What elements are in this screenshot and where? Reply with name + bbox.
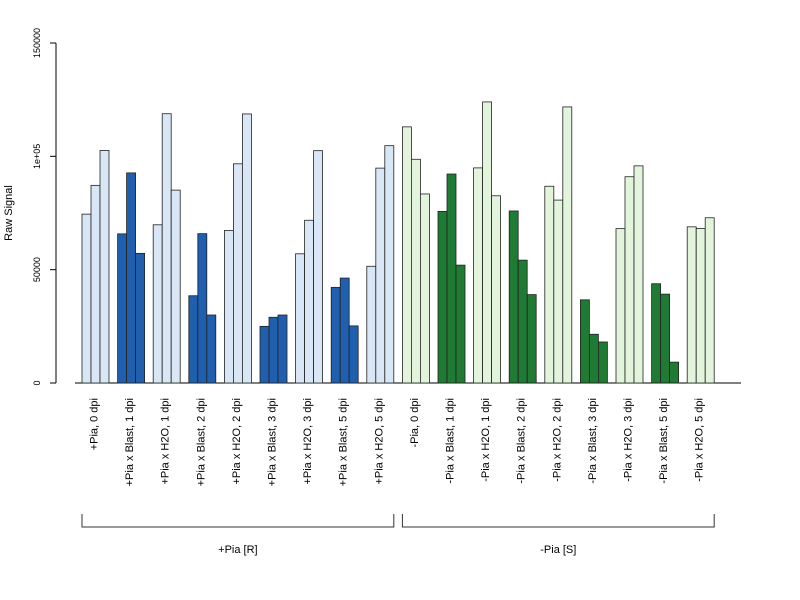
x-category-label: -Pia, 0 dpi (409, 398, 421, 448)
bar (562, 106, 573, 384)
bar (295, 253, 306, 384)
bar (206, 314, 217, 384)
bar (330, 286, 341, 384)
bar (615, 228, 626, 384)
x-category-label: -Pia x H2O, 3 dpi (623, 398, 635, 482)
y-tick-label: 50000 (32, 257, 42, 282)
bar (633, 165, 644, 384)
bar (526, 294, 537, 384)
group-label: -Pia [S] (540, 544, 576, 556)
bar (669, 361, 679, 384)
x-category-label: +Pia x Blast, 3 dpi (267, 398, 279, 486)
x-category-label: -Pia x Blast, 5 dpi (658, 398, 670, 484)
y-tick-label: 150000 (32, 28, 42, 58)
bar (304, 219, 315, 384)
bar (366, 265, 377, 384)
bar (268, 316, 279, 384)
bar (339, 277, 350, 384)
y-tick-label: 1e+05 (32, 144, 42, 169)
bar (99, 150, 110, 384)
bar (197, 233, 208, 384)
bar (517, 259, 528, 384)
bar (161, 113, 172, 384)
x-category-label: +Pia x Blast, 5 dpi (338, 398, 350, 486)
bar (598, 341, 608, 384)
x-category-label: -Pia x H2O, 2 dpi (551, 398, 563, 482)
bar (473, 167, 484, 384)
bar (241, 113, 252, 384)
x-category-label: +Pia x H2O, 5 dpi (373, 398, 385, 485)
x-category-label: -Pia x H2O, 5 dpi (694, 398, 706, 482)
bar (437, 211, 448, 384)
bar (135, 252, 146, 384)
x-category-label: +Pia x H2O, 2 dpi (231, 398, 243, 485)
bar (544, 185, 555, 384)
bar (375, 167, 386, 384)
group-label: +Pia [R] (218, 544, 257, 556)
group-bracket (81, 514, 395, 528)
bar (313, 150, 324, 384)
bar (482, 101, 493, 384)
x-category-label: -Pia x Blast, 2 dpi (516, 398, 528, 484)
bar (491, 195, 502, 384)
bar (446, 173, 457, 384)
bar (660, 293, 670, 384)
bar (170, 189, 181, 384)
bar (410, 158, 421, 384)
x-category-label: -Pia x Blast, 3 dpi (587, 398, 599, 484)
bar (259, 325, 270, 384)
x-category-label: +Pia x H2O, 1 dpi (160, 398, 172, 485)
x-category-label: +Pia x Blast, 2 dpi (195, 398, 207, 486)
bar (277, 314, 288, 384)
bar (455, 264, 466, 384)
bar (232, 163, 243, 384)
bar (188, 295, 199, 384)
bar (419, 193, 430, 384)
x-category-label: +Pia x Blast, 1 dpi (124, 398, 136, 486)
bar (223, 230, 234, 384)
bar (686, 226, 697, 384)
y-axis-title: Raw Signal (3, 185, 15, 241)
bar (126, 172, 136, 384)
bar (508, 210, 519, 384)
bar (152, 224, 163, 384)
bar (384, 145, 395, 384)
bar (81, 213, 92, 384)
x-category-label: +Pia x H2O, 3 dpi (302, 398, 314, 485)
bar (624, 176, 635, 384)
bar (651, 283, 661, 384)
bar (580, 299, 590, 384)
bar (704, 217, 715, 384)
bar (589, 333, 599, 384)
y-tick-label: 0 (32, 380, 42, 385)
bar (117, 233, 127, 384)
bar (90, 184, 101, 384)
x-category-label: -Pia x Blast, 1 dpi (445, 398, 457, 484)
x-category-label: +Pia, 0 dpi (89, 398, 101, 450)
group-bracket (401, 514, 715, 528)
bar (401, 126, 412, 384)
x-category-label: -Pia x H2O, 1 dpi (480, 398, 492, 482)
bar (553, 199, 564, 384)
bar (348, 325, 359, 384)
bar (695, 228, 706, 384)
